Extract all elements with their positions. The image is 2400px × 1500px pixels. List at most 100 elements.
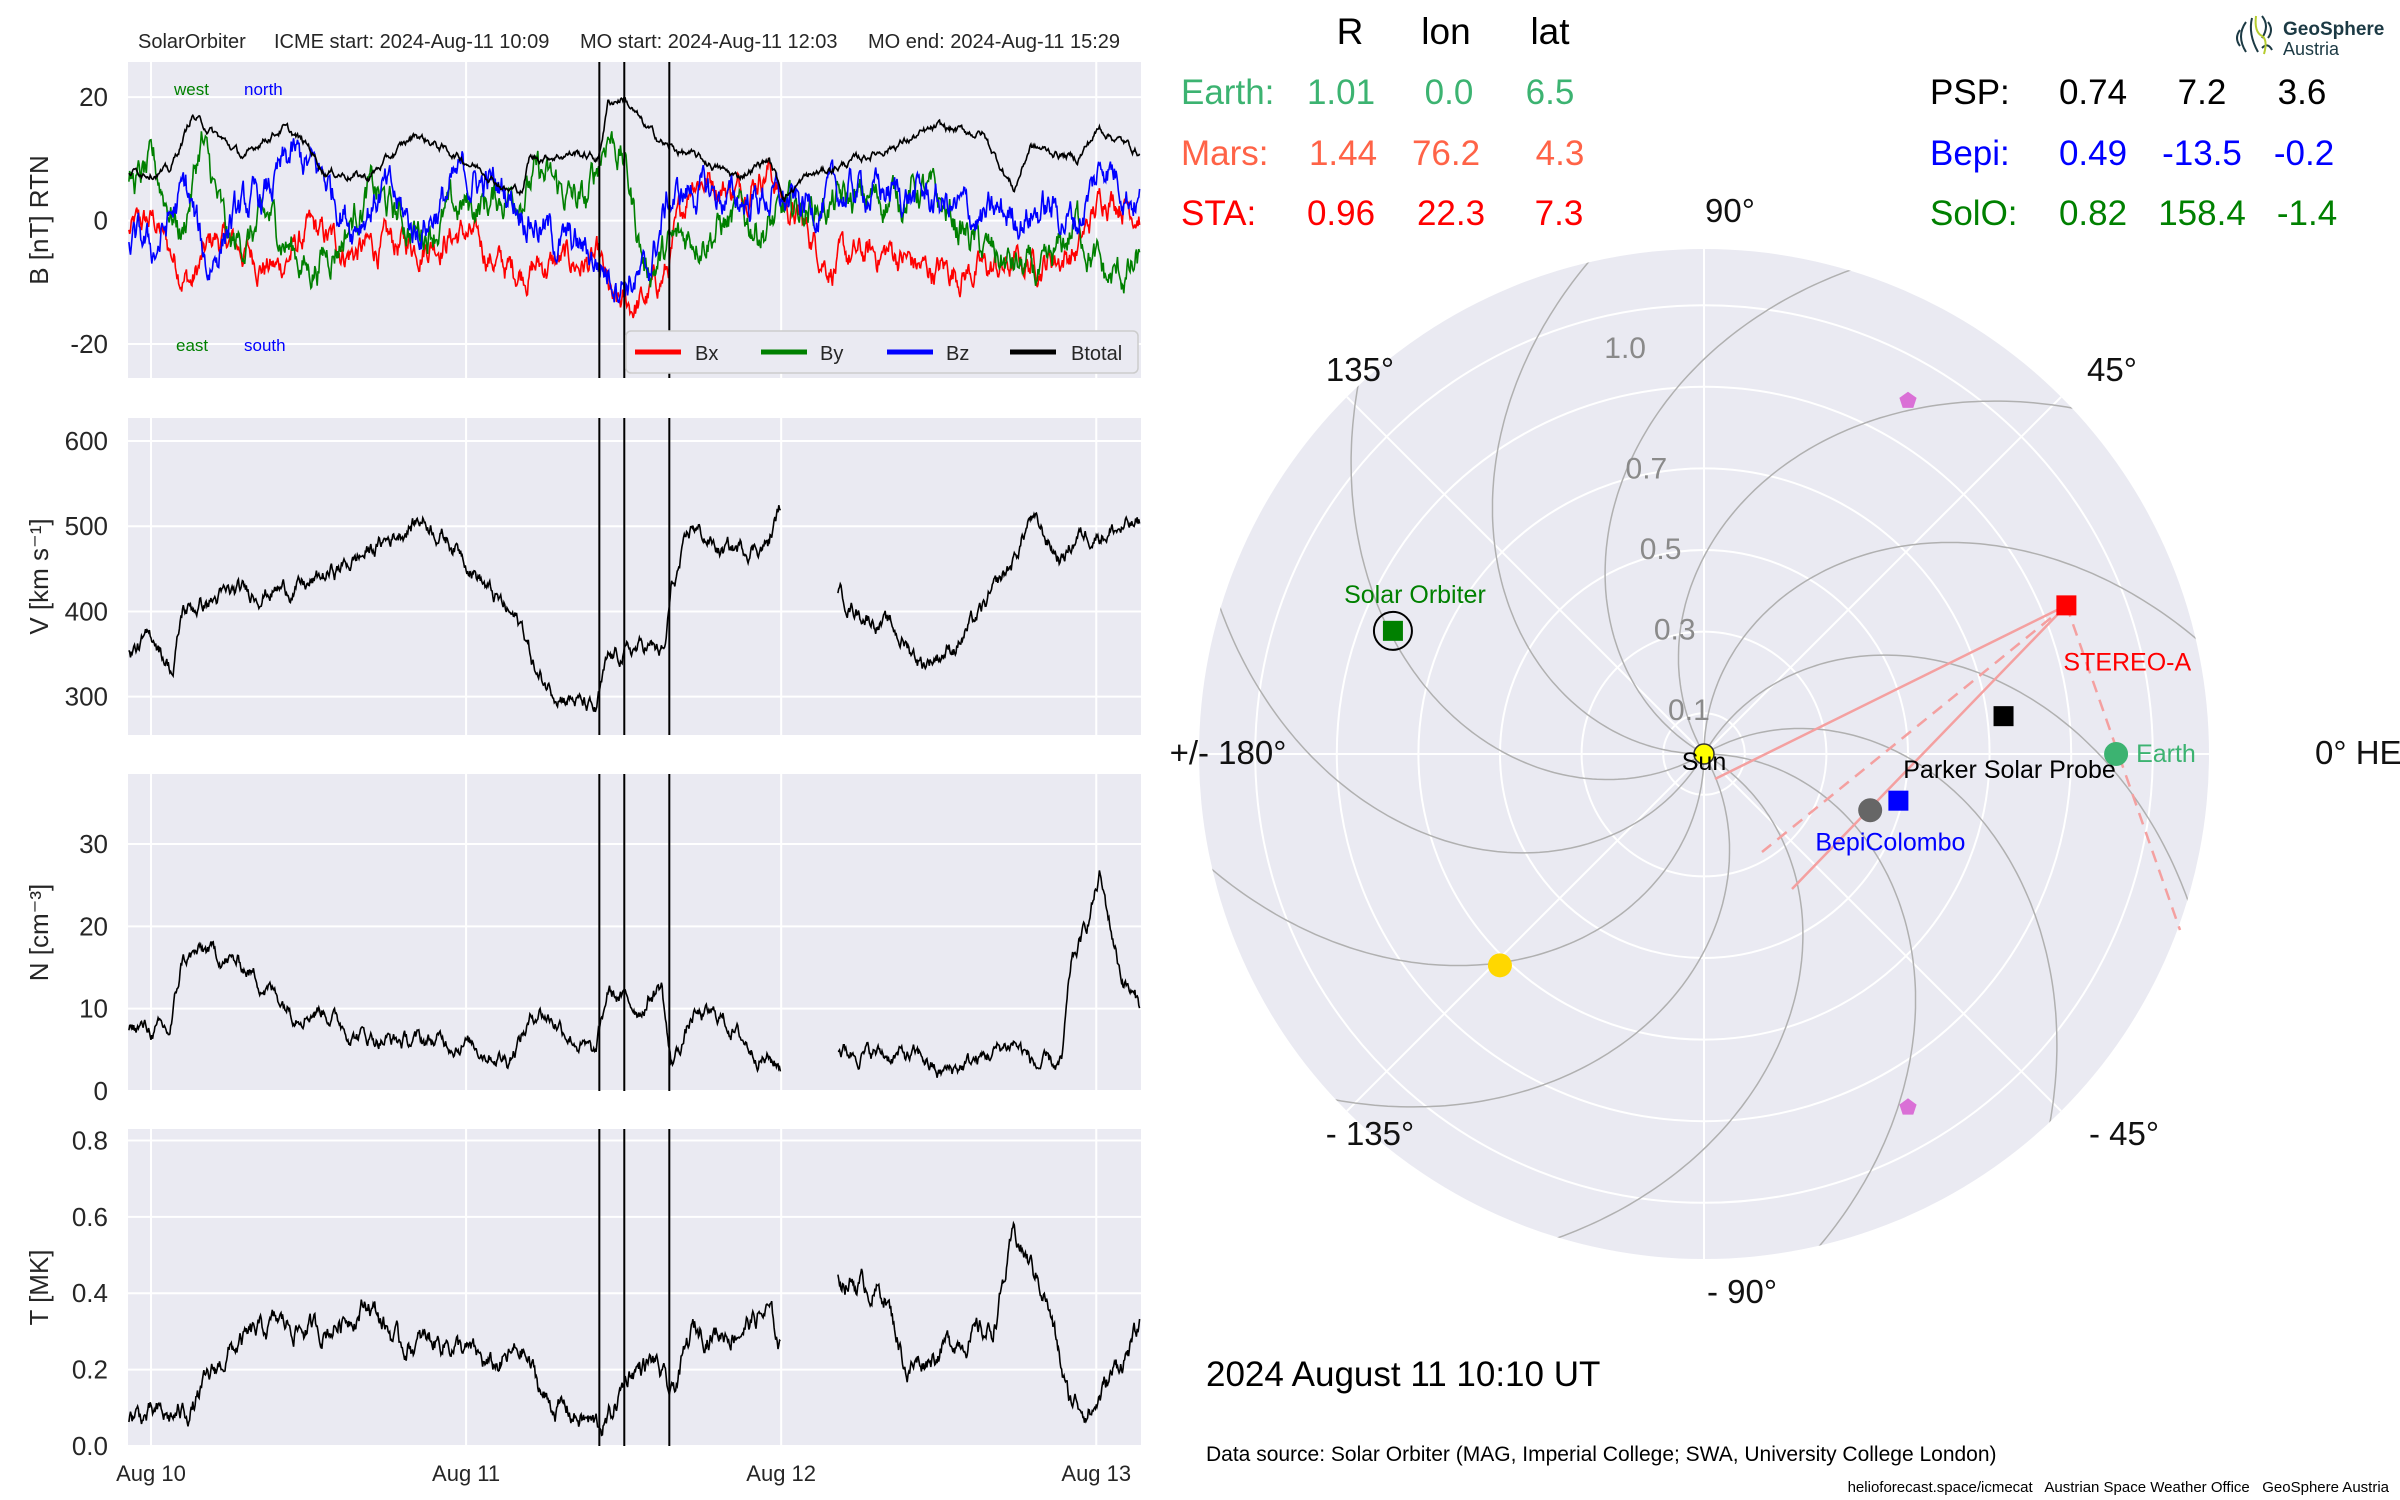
row-bepi-r: 0.49 [2059, 134, 2127, 173]
cme-line-dashed [2065, 604, 2182, 931]
series-line-by [128, 131, 1141, 294]
b-legend: Bx By Bz Btotal [625, 330, 1139, 374]
header-lat: lat [1530, 11, 1570, 52]
parker-spiral-line [1491, 249, 1696, 755]
row-mars-lat: 4.3 [1536, 134, 1585, 173]
polar-spoke [1703, 753, 2062, 1112]
y-tick-label: 0.4 [72, 1278, 108, 1308]
y-tick-label: 0.6 [72, 1202, 108, 1232]
logo-line2: Austria [2283, 39, 2340, 59]
body-l5 [1899, 1098, 1917, 1115]
polar-plot: 0.1 0.3 0.5 0.7 1.0 Sun Earth STEREO-A Parker So… [1199, 249, 2209, 1259]
body-stereo-a: STEREO-A [2056, 595, 2192, 676]
y-axis-label: V [km s⁻¹] [24, 518, 54, 634]
y-tick-label: 30 [79, 829, 108, 859]
panel-3: 0 10 20 30 N [cm⁻³] [24, 774, 1141, 1106]
cme-line [1714, 604, 2067, 781]
annotation-north: north [244, 80, 283, 99]
body-label: Sun [1682, 748, 1726, 776]
y-tick-label: 500 [65, 511, 108, 541]
theta-label-180: +/- 180° [1170, 734, 1287, 771]
radial-tick-label: 0.7 [1626, 453, 1668, 486]
row-psp-lon: 7.2 [2178, 73, 2227, 112]
row-solo-r: 0.82 [2059, 194, 2127, 233]
data-source: Data source: Solar Orbiter (MAG, Imperia… [1206, 1443, 1997, 1466]
spacecraft-marker-icon [2056, 595, 2077, 616]
legend-label-bx: Bx [695, 343, 718, 365]
y-axis-label: B [nT] RTN [24, 155, 54, 285]
row-earth-lon: 0.0 [1425, 73, 1474, 112]
row-mars: Mars: 1.44 76.2 4.3 [1181, 134, 1584, 173]
row-psp: PSP: 0.74 7.2 3.6 [1930, 73, 2326, 112]
series-line-t [128, 1220, 1141, 1437]
datetime-label: 2024 August 11 10:10 UT [1206, 1355, 1600, 1394]
y-tick-label: 0 [94, 1076, 108, 1106]
lagrange-point-marker-icon [1899, 1098, 1917, 1115]
row-sta: STA: 0.96 22.3 7.3 [1181, 194, 1583, 233]
row-sta-lon: 22.3 [1417, 194, 1485, 233]
body-label: Solar Orbiter [1344, 581, 1486, 609]
logo-contour-icon [2236, 15, 2273, 53]
earth-marker-icon [2104, 742, 2129, 766]
radial-tick-label: 0.1 [1668, 694, 1710, 727]
body-earth: Earth [2104, 740, 2196, 768]
row-psp-lat: 3.6 [2278, 73, 2327, 112]
y-tick-label: 400 [65, 596, 108, 626]
cme-line-dashed [1761, 604, 2068, 853]
plot-title: SolarOrbiter ICME start: 2024-Aug-11 10:… [138, 31, 1120, 53]
theta-label-0: 0° HEEQ [2315, 734, 2400, 771]
panel-background [128, 774, 1141, 1091]
header-r: R [1337, 11, 1364, 52]
theta-label-135: 135° [1326, 351, 1394, 388]
row-mars-r: 1.44 [1309, 134, 1377, 173]
series-line-n [128, 870, 1141, 1078]
venus-marker-icon [1487, 953, 1512, 978]
body-bepicolombo: BepiColombo [1815, 790, 1965, 857]
polar-spoke [1703, 396, 2062, 755]
annotation-south: south [244, 336, 286, 355]
x-tick-label: Aug 10 [116, 1461, 186, 1486]
y-tick-label: 20 [79, 911, 108, 941]
row-bepi-name: Bepi: [1930, 134, 2010, 173]
footer-credits: helioforecast.space/icmecat Austrian Spa… [1848, 1479, 2390, 1496]
solo-highlight-ring [1372, 610, 1413, 651]
title-icme-start: ICME start: 2024-Aug-11 10:09 [274, 31, 549, 53]
radial-tick-label: 0.5 [1640, 533, 1682, 566]
row-psp-name: PSP: [1930, 73, 2010, 112]
spacecraft-marker-icon [1888, 790, 1909, 811]
title-spacecraft: SolarOrbiter [138, 31, 246, 53]
y-tick-label: 0.0 [72, 1431, 108, 1461]
polar-spoke [1346, 753, 1705, 1112]
panel-background [128, 1129, 1141, 1446]
header-lon: lon [1421, 11, 1470, 52]
spacecraft-marker-icon [1382, 620, 1403, 641]
y-tick-label: 10 [79, 994, 108, 1024]
row-bepi-lon: -13.5 [2162, 134, 2242, 173]
body-label: BepiColombo [1815, 829, 1965, 857]
x-tick-label: Aug 13 [1061, 1461, 1131, 1486]
y-tick-label: 0 [94, 206, 108, 236]
body-label: STEREO-A [2063, 648, 2191, 676]
body-solar-orbiter: Solar Orbiter [1344, 581, 1486, 651]
positions-table: R lon lat Earth: 1.01 0.0 6.5 Mars: 1.44… [1181, 11, 2337, 233]
parker-spiral-line [1677, 400, 2108, 748]
mercury-marker-icon [1858, 798, 1883, 823]
row-mars-name: Mars: [1181, 134, 1269, 173]
polar-theta-labels: 0° HEEQ 45° 90° 135° +/- 180° - 135° - 9… [1170, 192, 2400, 1310]
row-earth-name: Earth: [1181, 73, 1274, 112]
theta-label-minus135: - 135° [1326, 1115, 1414, 1152]
body-l4 [1899, 391, 1917, 408]
panel-1: 20 0 -20 B [nT] RTN [24, 62, 1141, 378]
body-parker-solar-probe: Parker Solar Probe [1903, 706, 2116, 784]
annotation-west: west [173, 80, 209, 99]
panel-background [128, 418, 1141, 735]
row-bepi-lat: -0.2 [2274, 134, 2334, 173]
parker-spiral-line [1710, 727, 2058, 1158]
y-axis-label: T [MK] [24, 1249, 54, 1325]
body-label: Earth [2136, 740, 2196, 768]
body-sun: Sun [1682, 743, 1726, 776]
time-series-panels: 20 0 -20 B [nT] RTN 300 400 500 600 V [km s⁻¹] 0 1… [24, 62, 1141, 1486]
parker-spiral-line [1604, 258, 1885, 751]
row-solo-name: SolO: [1930, 194, 2018, 233]
panel-2: 300 400 500 600 V [km s⁻¹] [24, 418, 1141, 735]
